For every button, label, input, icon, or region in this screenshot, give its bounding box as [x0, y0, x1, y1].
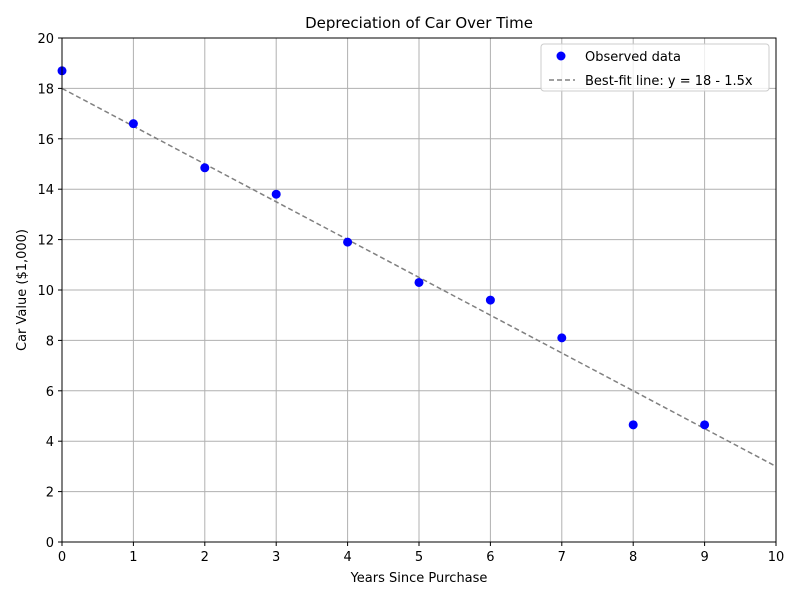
- y-tick-label: 8: [46, 334, 54, 349]
- x-axis-label: Years Since Purchase: [350, 571, 488, 586]
- data-point: [343, 237, 353, 247]
- y-axis-label: Car Value ($1,000): [15, 229, 30, 351]
- legend: Observed data Best-fit line: y = 18 - 1.…: [540, 43, 770, 92]
- data-point: [628, 420, 638, 430]
- y-tick-label: 6: [46, 385, 54, 400]
- best-fit-line: [61, 87, 777, 468]
- x-tick-label: 5: [415, 550, 423, 565]
- x-tick-label: 6: [486, 550, 494, 565]
- data-point: [485, 295, 495, 305]
- x-tick-label: 4: [343, 550, 351, 565]
- x-tick-label: 1: [129, 550, 137, 565]
- x-tick-label: 9: [700, 550, 708, 565]
- x-tick-label: 0: [58, 550, 66, 565]
- data-point: [271, 189, 281, 199]
- x-axis: 0 1 2 3 4 5 6 7 8 9 10: [58, 542, 784, 565]
- y-tick-label: 12: [37, 234, 54, 249]
- data-point: [700, 420, 710, 430]
- y-tick-label: 0: [46, 536, 54, 551]
- legend-marker-observed: [556, 51, 566, 61]
- legend-label-best-fit: Best-fit line: y = 18 - 1.5x: [585, 74, 753, 89]
- x-tick-label: 10: [768, 550, 785, 565]
- x-tick-label: 8: [629, 550, 637, 565]
- y-tick-label: 20: [37, 32, 54, 47]
- legend-label-observed: Observed data: [585, 50, 681, 65]
- y-tick-label: 14: [37, 183, 54, 198]
- x-tick-label: 3: [272, 550, 280, 565]
- y-tick-label: 18: [37, 82, 54, 97]
- y-tick-label: 2: [46, 486, 54, 501]
- data-point: [128, 119, 138, 129]
- y-tick-label: 4: [46, 435, 54, 450]
- y-axis: 0 2 4 6 8 10 12 14 16 18 20: [37, 32, 62, 551]
- data-point: [200, 163, 210, 173]
- legend-box: [540, 43, 770, 92]
- x-tick-label: 7: [558, 550, 566, 565]
- data-point: [414, 277, 424, 287]
- chart-title: Depreciation of Car Over Time: [305, 14, 533, 32]
- y-tick-label: 16: [37, 133, 54, 148]
- data-point: [557, 333, 567, 343]
- x-tick-label: 2: [201, 550, 209, 565]
- y-tick-label: 10: [37, 284, 54, 299]
